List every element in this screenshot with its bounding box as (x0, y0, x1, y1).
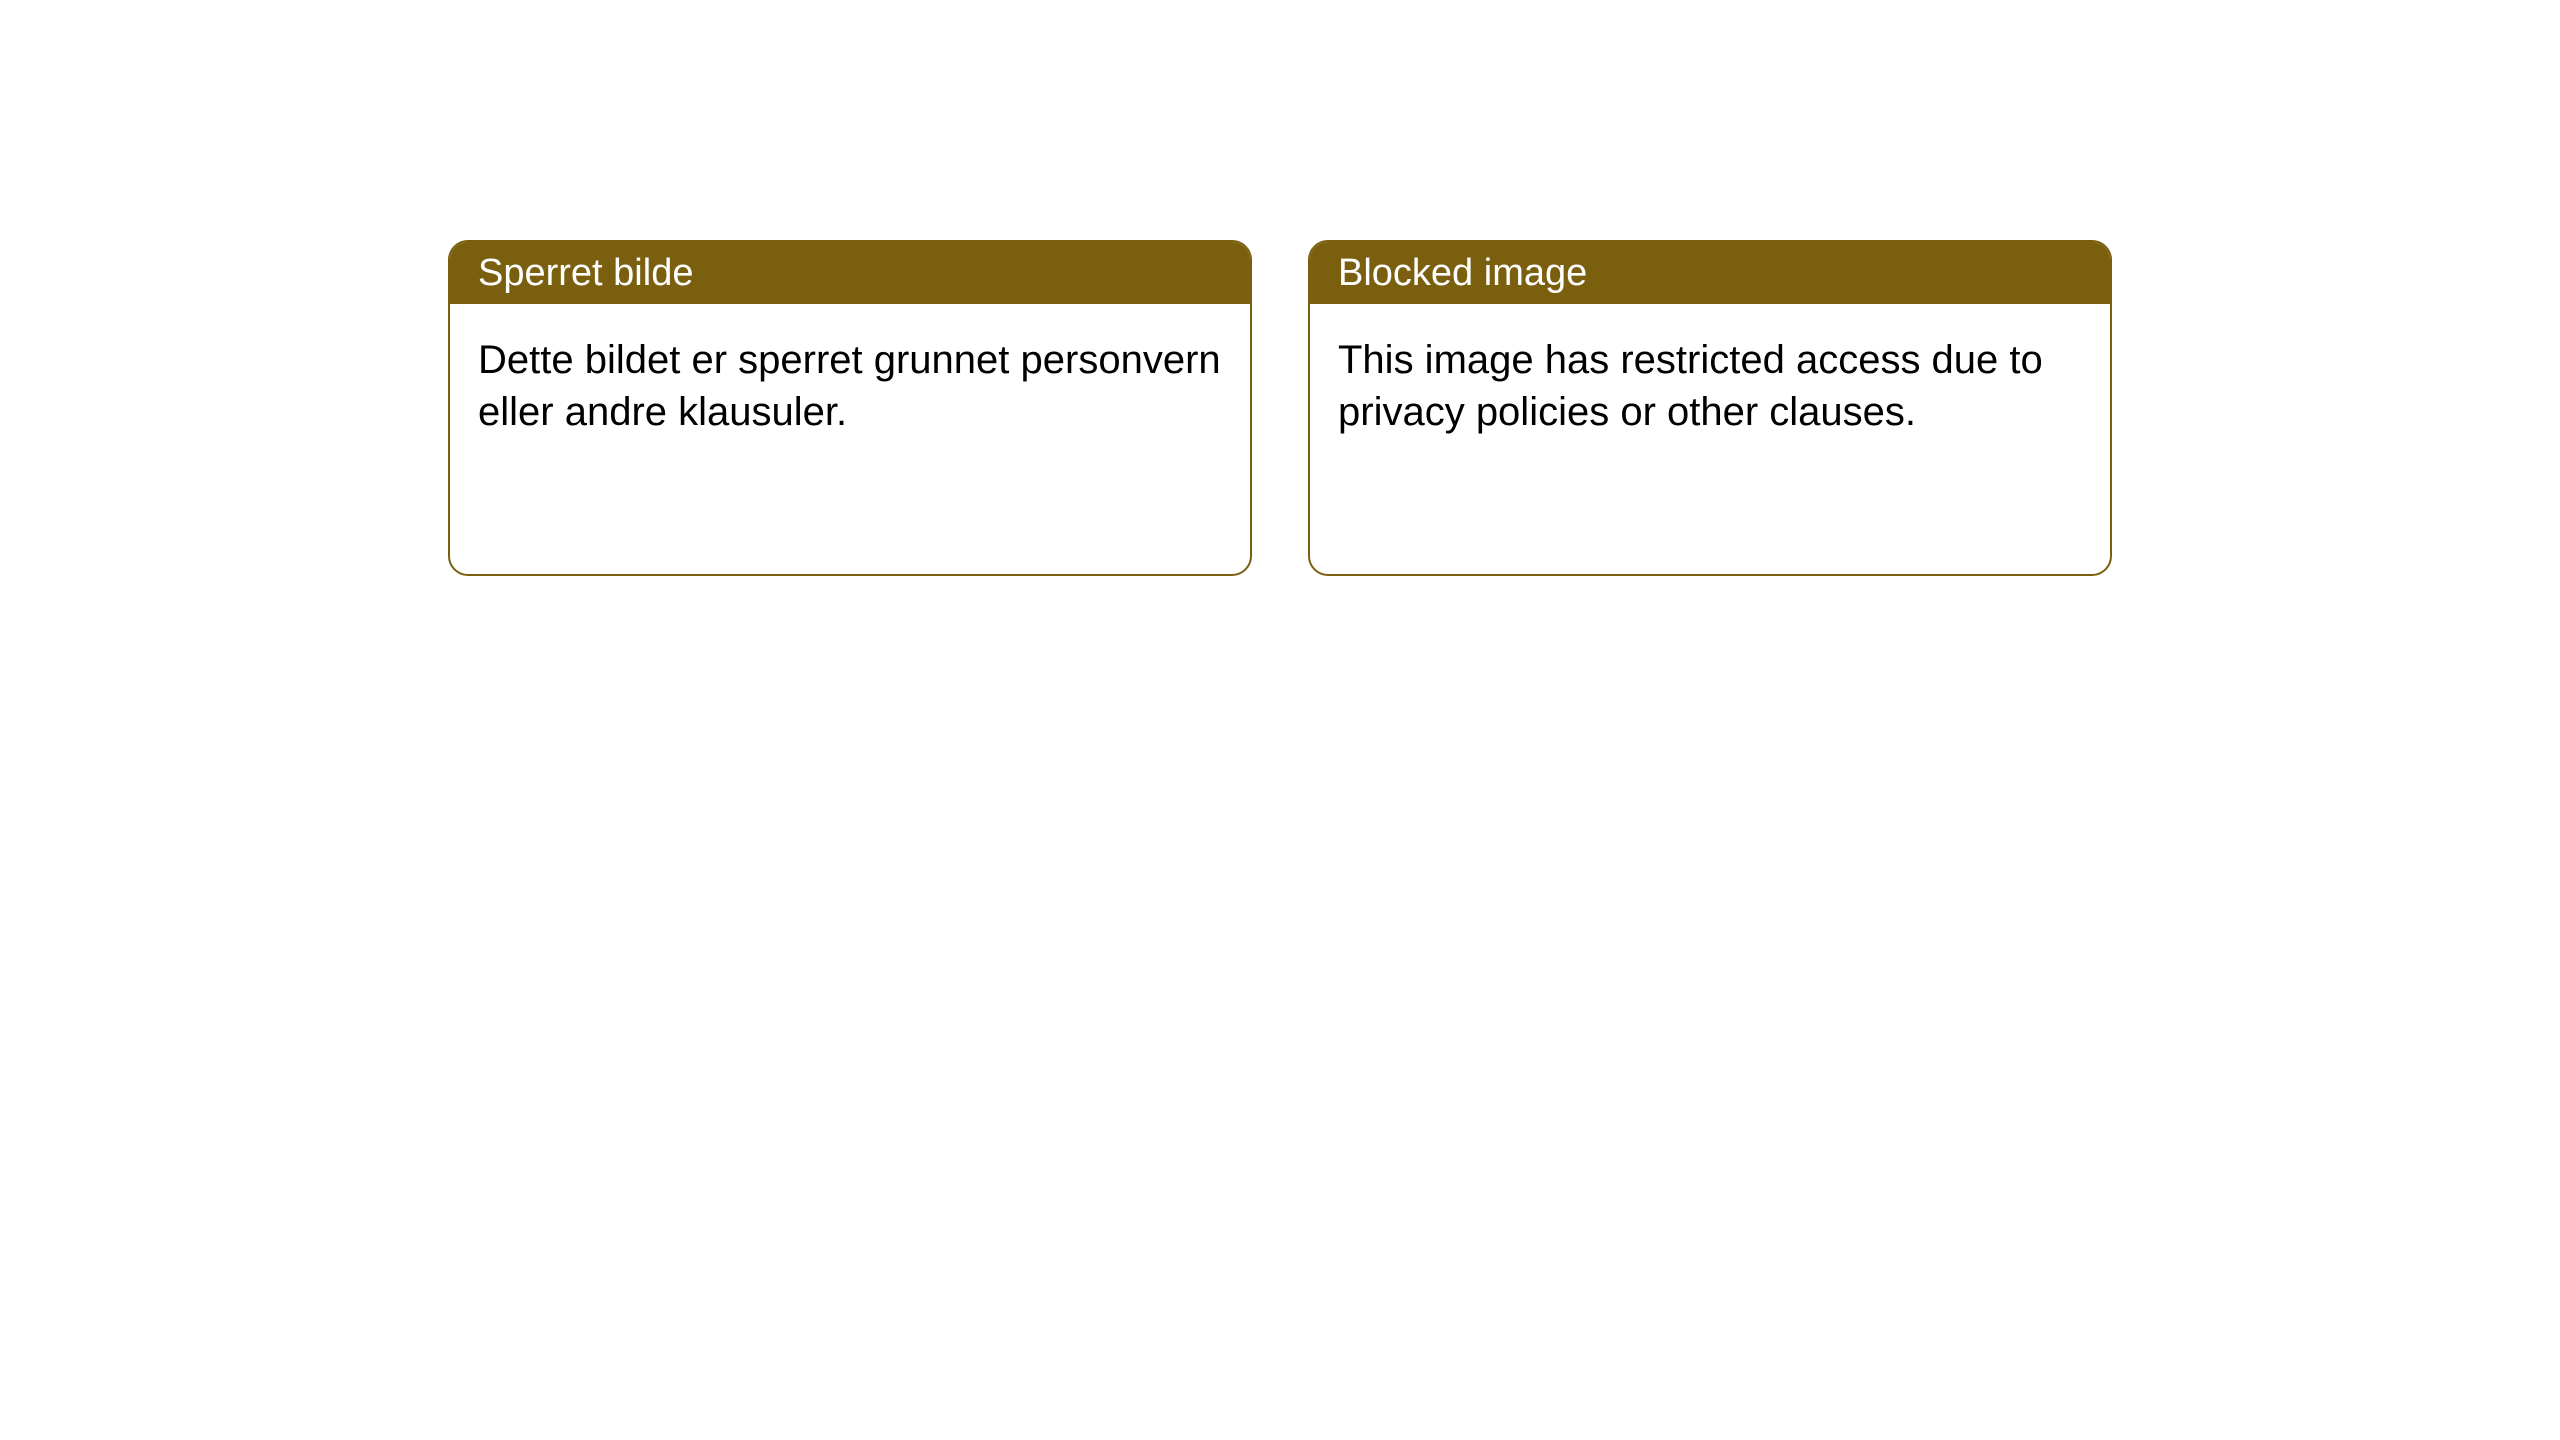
notice-body: This image has restricted access due to … (1310, 304, 2110, 468)
notice-title: Blocked image (1338, 252, 1587, 295)
notice-body-text: This image has restricted access due to … (1338, 338, 2043, 434)
notice-body: Dette bildet er sperret grunnet personve… (450, 304, 1250, 468)
notice-card-english: Blocked image This image has restricted … (1308, 240, 2112, 576)
notice-header: Blocked image (1310, 242, 2110, 304)
notice-header: Sperret bilde (450, 242, 1250, 304)
notice-card-norwegian: Sperret bilde Dette bildet er sperret gr… (448, 240, 1252, 576)
notices-container: Sperret bilde Dette bildet er sperret gr… (0, 0, 2560, 576)
notice-title: Sperret bilde (478, 252, 693, 295)
notice-body-text: Dette bildet er sperret grunnet personve… (478, 338, 1221, 434)
